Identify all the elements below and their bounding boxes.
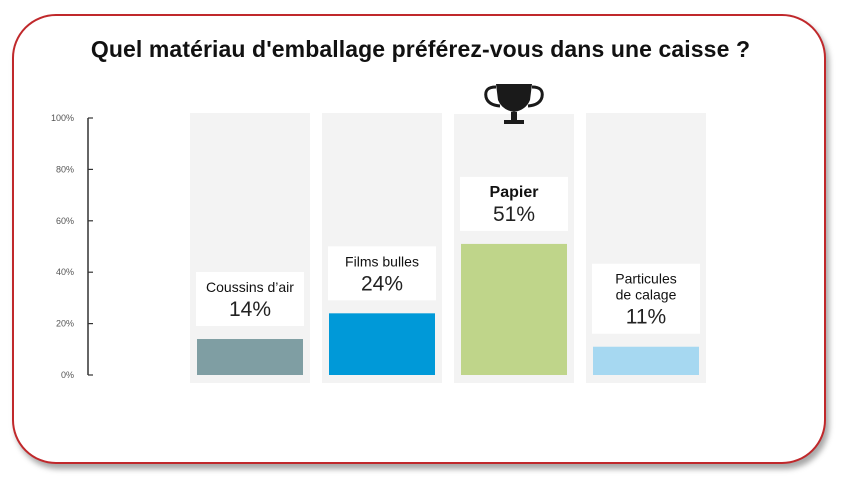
bar-panel [586, 113, 706, 383]
category-label: Films bulles [345, 253, 419, 269]
category-label: Papier [490, 184, 539, 201]
bar [593, 346, 699, 375]
label-box [592, 263, 700, 334]
bars [197, 243, 699, 375]
bar [197, 339, 303, 375]
value-label: 14% [229, 298, 271, 321]
bar-labels: Coussins d’air 14% Films bulles 24% Papier 51… [196, 176, 700, 334]
bar-panel [190, 113, 310, 383]
trophy-stem [511, 112, 517, 120]
category-label: Coussins d’air [206, 279, 294, 295]
label-box [196, 272, 304, 327]
trophy-cup [496, 84, 532, 112]
trophy-handle-left [484, 85, 501, 108]
category-label: de calage [616, 287, 677, 303]
label-box [328, 246, 436, 301]
y-tick-label: 100% [51, 113, 74, 123]
value-label: 24% [361, 272, 403, 295]
y-tick-label: 60% [56, 216, 74, 226]
trophy-base [504, 120, 524, 124]
trophy-icon [484, 84, 544, 124]
y-tick-label: 0% [61, 370, 74, 380]
bar [461, 243, 567, 375]
value-label: 51% [493, 203, 535, 226]
icons [484, 84, 544, 124]
trophy-handle-right [527, 85, 544, 108]
y-tick-label: 80% [56, 164, 74, 174]
value-label: 11% [626, 306, 666, 329]
label-box [460, 176, 568, 231]
category-label: Particules [615, 271, 676, 287]
y-axis: 0% 20% 40% 60% 80% 100% [51, 113, 93, 380]
bar [329, 313, 435, 375]
chart-title: Quel matériau d'emballage préférez-vous … [90, 36, 751, 62]
y-tick-label: 40% [56, 267, 74, 277]
y-tick-label: 20% [56, 319, 74, 329]
